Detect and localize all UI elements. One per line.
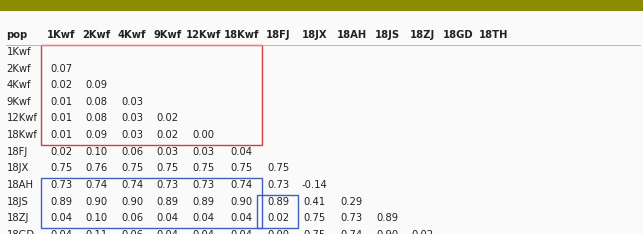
Text: 18JX: 18JX: [302, 30, 327, 40]
Text: 12Kwf: 12Kwf: [186, 30, 222, 40]
Text: pop: pop: [6, 30, 28, 40]
Text: 18AH: 18AH: [336, 30, 367, 40]
Text: 18JS: 18JS: [6, 197, 28, 207]
Text: 0.90: 0.90: [121, 197, 143, 207]
Text: 18GD: 18GD: [443, 30, 473, 40]
Text: 0.75: 0.75: [303, 213, 326, 223]
Text: 18TH: 18TH: [479, 30, 508, 40]
Text: 0.74: 0.74: [121, 180, 143, 190]
Text: 0.06: 0.06: [121, 147, 143, 157]
Text: 18ZJ: 18ZJ: [410, 30, 435, 40]
Text: 0.75: 0.75: [156, 163, 179, 173]
Text: 0.89: 0.89: [376, 213, 399, 223]
Text: 0.01: 0.01: [50, 97, 73, 107]
Text: 12Kwf: 12Kwf: [6, 113, 37, 124]
Text: 0.74: 0.74: [340, 230, 363, 234]
Text: 0.75: 0.75: [50, 163, 73, 173]
Text: 0.04: 0.04: [230, 147, 252, 157]
Text: 0.89: 0.89: [156, 197, 179, 207]
Text: 0.06: 0.06: [121, 230, 143, 234]
Text: 0.73: 0.73: [267, 180, 289, 190]
Text: 18JX: 18JX: [6, 163, 29, 173]
Text: 0.90: 0.90: [376, 230, 399, 234]
Text: 0.73: 0.73: [156, 180, 179, 190]
Text: 2Kwf: 2Kwf: [83, 30, 111, 40]
Text: 4Kwf: 4Kwf: [118, 30, 147, 40]
Text: 0.03: 0.03: [121, 130, 143, 140]
Text: 0.75: 0.75: [121, 163, 143, 173]
Text: 0.10: 0.10: [86, 147, 108, 157]
Text: 18JS: 18JS: [375, 30, 400, 40]
Text: 0.03: 0.03: [156, 147, 179, 157]
Text: 0.02: 0.02: [267, 213, 289, 223]
Text: 0.01: 0.01: [50, 130, 73, 140]
Text: 0.75: 0.75: [193, 163, 215, 173]
Text: 18FJ: 18FJ: [266, 30, 291, 40]
Text: 0.90: 0.90: [86, 197, 108, 207]
Text: 0.00: 0.00: [193, 130, 215, 140]
Text: 0.74: 0.74: [230, 180, 252, 190]
Text: 9Kwf: 9Kwf: [154, 30, 181, 40]
Text: 0.07: 0.07: [50, 64, 73, 74]
Text: 0.02: 0.02: [156, 130, 179, 140]
Bar: [41, 178, 262, 228]
Text: 0.04: 0.04: [50, 230, 73, 234]
Text: 0.75: 0.75: [230, 163, 252, 173]
Text: 0.89: 0.89: [50, 197, 73, 207]
Text: 4Kwf: 4Kwf: [6, 80, 31, 90]
Text: 0.02: 0.02: [50, 147, 73, 157]
Text: 0.73: 0.73: [193, 180, 215, 190]
Text: 0.09: 0.09: [86, 130, 108, 140]
Text: 0.08: 0.08: [86, 113, 108, 124]
Text: 0.06: 0.06: [121, 213, 143, 223]
Text: 0.41: 0.41: [303, 197, 326, 207]
Text: 0.04: 0.04: [156, 230, 179, 234]
Text: 0.04: 0.04: [230, 213, 252, 223]
Text: 0.90: 0.90: [230, 197, 252, 207]
Text: 18Kwf: 18Kwf: [6, 130, 37, 140]
Text: -0.14: -0.14: [302, 180, 328, 190]
Text: 0.03: 0.03: [193, 147, 215, 157]
Text: 18GD: 18GD: [6, 230, 35, 234]
Text: 18FJ: 18FJ: [6, 147, 28, 157]
Bar: [41, 45, 262, 145]
Text: 0.04: 0.04: [193, 230, 215, 234]
Text: 1Kwf: 1Kwf: [6, 47, 31, 57]
Text: 0.89: 0.89: [193, 197, 215, 207]
Text: 0.04: 0.04: [193, 213, 215, 223]
Text: 0.73: 0.73: [50, 180, 73, 190]
Text: 0.04: 0.04: [230, 230, 252, 234]
Text: 0.01: 0.01: [50, 113, 73, 124]
Text: 18AH: 18AH: [6, 180, 33, 190]
Text: 0.10: 0.10: [86, 213, 108, 223]
Bar: [257, 195, 298, 228]
Text: 0.08: 0.08: [86, 97, 108, 107]
Text: 0.02: 0.02: [412, 230, 434, 234]
Text: 9Kwf: 9Kwf: [6, 97, 31, 107]
Text: 0.02: 0.02: [156, 113, 179, 124]
Text: 0.02: 0.02: [50, 80, 73, 90]
Text: 0.03: 0.03: [121, 113, 143, 124]
Text: 0.29: 0.29: [340, 197, 363, 207]
Text: 0.04: 0.04: [156, 213, 179, 223]
Text: 0.04: 0.04: [50, 213, 73, 223]
Text: 0.03: 0.03: [121, 97, 143, 107]
Text: 0.75: 0.75: [303, 230, 326, 234]
Text: 18ZJ: 18ZJ: [6, 213, 29, 223]
Text: 0.11: 0.11: [86, 230, 108, 234]
Text: 2Kwf: 2Kwf: [6, 64, 31, 74]
Text: 0.76: 0.76: [86, 163, 108, 173]
Text: 0.00: 0.00: [267, 230, 289, 234]
Text: 0.09: 0.09: [86, 80, 108, 90]
Text: 18Kwf: 18Kwf: [223, 30, 259, 40]
Text: 0.89: 0.89: [267, 197, 289, 207]
Text: 0.75: 0.75: [267, 163, 289, 173]
Text: 1Kwf: 1Kwf: [47, 30, 76, 40]
Text: 0.74: 0.74: [86, 180, 108, 190]
Text: 0.73: 0.73: [340, 213, 363, 223]
